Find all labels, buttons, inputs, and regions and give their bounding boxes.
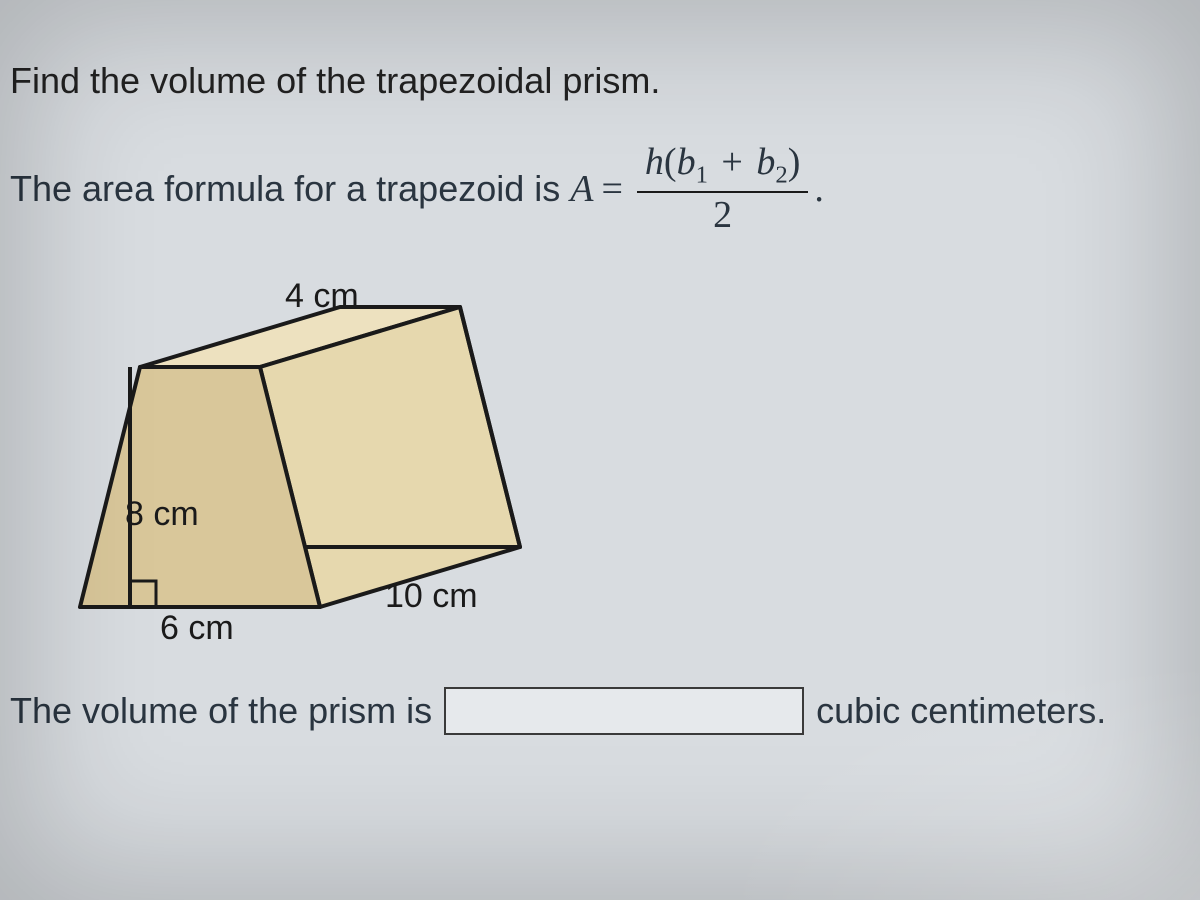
num-close: ) bbox=[788, 141, 801, 183]
formula-dot: . bbox=[814, 167, 824, 211]
label-height: 8 cm bbox=[125, 495, 199, 534]
prompt-text: Find the volume of the trapezoidal prism… bbox=[10, 60, 1190, 102]
prism-svg bbox=[30, 277, 590, 657]
answer-suffix: cubic centimeters. bbox=[816, 690, 1106, 732]
num-b2: b bbox=[756, 141, 775, 183]
num-plus: + bbox=[721, 141, 742, 183]
formula-intro: The area formula for a trapezoid is bbox=[10, 168, 560, 210]
label-top: 4 cm bbox=[285, 277, 359, 316]
formula-line: The area formula for a trapezoid is A = … bbox=[10, 142, 1190, 237]
answer-prefix: The volume of the prism is bbox=[10, 690, 432, 732]
num-open: ( bbox=[664, 141, 677, 183]
formula-equals: = bbox=[601, 167, 622, 211]
formula-lhs: A bbox=[570, 167, 593, 211]
num-b1-sub: 1 bbox=[696, 162, 708, 189]
formula-fraction: h(b1 + b2) 2 bbox=[637, 142, 808, 237]
formula-denominator: 2 bbox=[713, 193, 732, 237]
label-depth: 10 cm bbox=[385, 577, 478, 616]
formula-expression: A = h(b1 + b2) 2 . bbox=[570, 142, 824, 237]
problem-content: Find the volume of the trapezoidal prism… bbox=[10, 60, 1190, 735]
num-b2-sub: 2 bbox=[775, 162, 787, 189]
formula-numerator: h(b1 + b2) bbox=[637, 142, 808, 193]
answer-line: The volume of the prism is cubic centime… bbox=[10, 687, 1190, 735]
num-h: h bbox=[645, 141, 664, 183]
num-b1: b bbox=[677, 141, 696, 183]
prism-diagram: 4 cm 8 cm 6 cm 10 cm bbox=[30, 277, 590, 657]
label-bottom: 6 cm bbox=[160, 609, 234, 648]
answer-input[interactable] bbox=[444, 687, 804, 735]
